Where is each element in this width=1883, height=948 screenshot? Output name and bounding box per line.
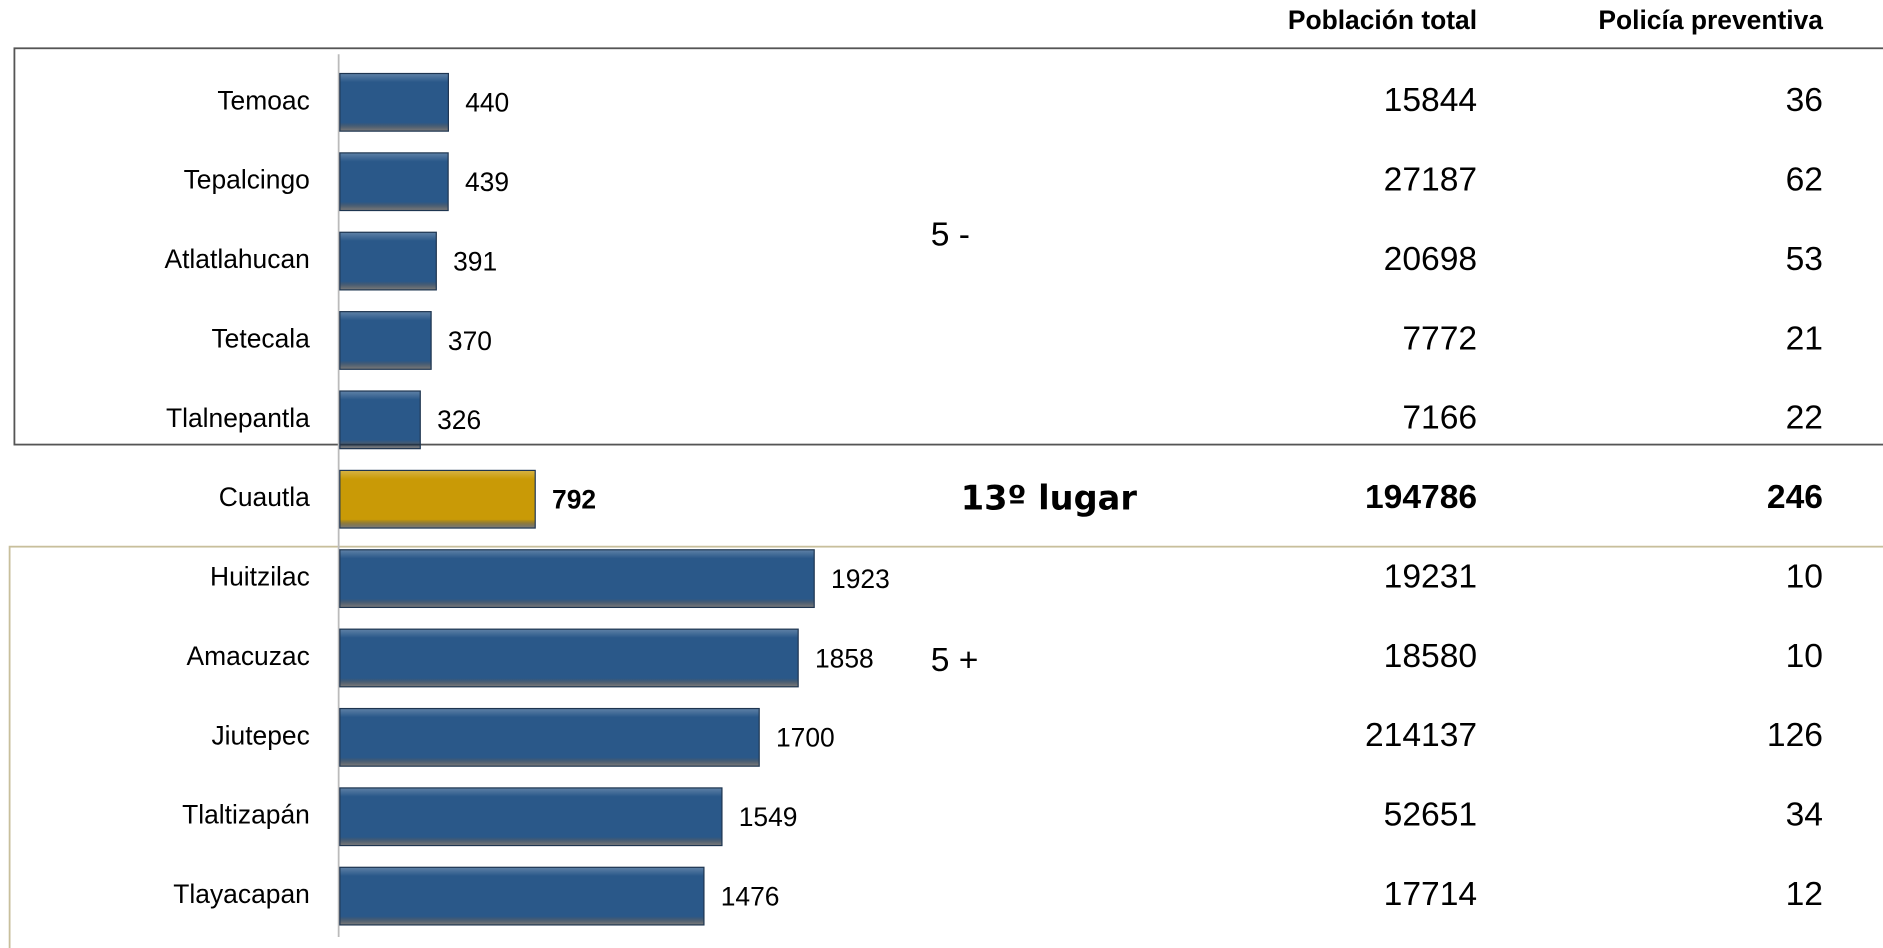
bar [339,231,437,291]
column-header: Policía preventiva [1598,5,1823,35]
category-label: Jiutepec [211,720,309,750]
police-value: 62 [1786,162,1823,199]
population-value: 214137 [1365,717,1477,754]
bar [339,866,705,926]
police-value: 246 [1767,479,1823,516]
bar [339,787,723,847]
top-group-box [13,47,1883,446]
category-label: Atlatlahucan [164,244,309,274]
population-value: 18580 [1384,638,1477,675]
police-value: 126 [1767,717,1823,754]
police-value: 53 [1786,241,1823,278]
population-value: 15844 [1384,82,1477,119]
police-value: 12 [1786,876,1823,913]
category-label: Temoac [217,85,309,115]
bar [339,707,760,767]
annotation: 5 + [931,642,979,679]
population-value: 17714 [1384,876,1477,913]
category-label: Cuautla [219,482,310,512]
population-value: 194786 [1365,479,1477,516]
value-label: 326 [437,405,481,435]
population-value: 20698 [1384,241,1477,278]
bottom-group-box [8,545,1883,948]
category-label: Tlalnepantla [166,403,310,433]
category-label: Amacuzac [187,641,310,671]
police-value: 10 [1786,558,1823,595]
population-value: 27187 [1384,162,1477,199]
value-label: 1549 [739,802,798,832]
category-label: Tlaltizapán [182,800,310,830]
bar [339,390,421,450]
category-label: Huitzilac [210,562,310,592]
category-label: Tlayacapan [173,879,310,909]
police-value: 10 [1786,638,1823,675]
value-label: 439 [465,167,509,197]
value-label: 370 [448,326,492,356]
bar [339,311,432,370]
population-value: 7166 [1402,400,1477,437]
value-label: 1700 [776,723,835,753]
police-value: 36 [1786,82,1823,119]
value-label: 391 [453,246,497,276]
population-value: 7772 [1402,320,1477,357]
population-value: 19231 [1384,558,1477,595]
value-label: 440 [465,88,509,118]
bar [339,152,449,212]
police-value: 22 [1786,400,1823,437]
value-label: 792 [552,485,596,515]
annotation: 5 - [931,217,970,254]
value-label: 1923 [831,564,890,594]
column-header: Población total [1288,5,1477,35]
category-label: Tetecala [211,323,310,353]
population-value: 52651 [1384,797,1477,834]
value-label: 1476 [721,881,780,911]
police-value: 21 [1786,320,1823,357]
bar [339,72,449,132]
category-label: Tepalcingo [184,165,310,195]
bar [339,628,799,688]
police-value: 34 [1786,797,1823,834]
bar [339,549,815,609]
annotation: 13º lugar [961,478,1138,517]
bar [339,469,536,529]
value-label: 1858 [815,643,874,673]
